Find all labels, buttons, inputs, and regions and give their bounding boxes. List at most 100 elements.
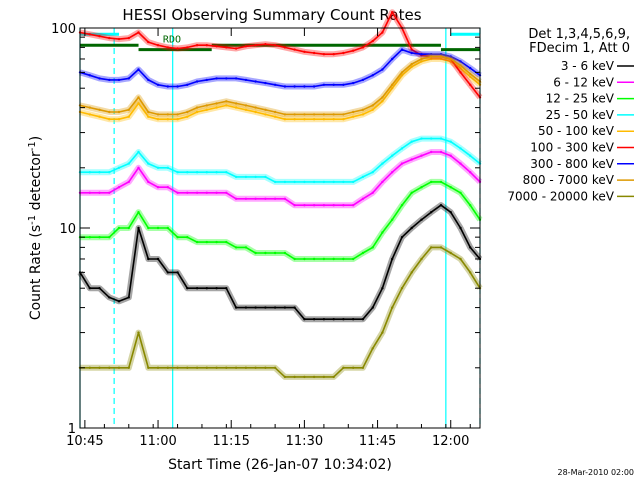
series-point	[98, 236, 101, 239]
series-point	[469, 154, 472, 157]
series-point	[303, 257, 306, 261]
series-point	[273, 197, 277, 200]
series-point	[381, 31, 384, 34]
series-point	[176, 113, 179, 116]
series-point	[449, 57, 452, 61]
series-point	[332, 83, 335, 87]
series-point	[117, 300, 121, 303]
series-point	[264, 113, 267, 116]
series-point	[361, 318, 365, 321]
series-point	[176, 47, 179, 50]
series-point	[108, 191, 111, 194]
series-point	[430, 180, 433, 184]
series-point	[225, 366, 228, 369]
y-label-part: Count Rate (s	[28, 225, 44, 320]
series-point	[195, 106, 199, 109]
series-point	[391, 306, 394, 309]
series-point	[381, 287, 384, 290]
series-point	[156, 118, 160, 121]
series-point	[254, 251, 257, 255]
series-point	[312, 118, 316, 121]
series-band	[79, 46, 482, 90]
series-point	[254, 175, 257, 179]
series-point	[234, 246, 238, 249]
series-point	[293, 306, 296, 309]
legend-entry: 800 - 7000 keV	[523, 173, 634, 187]
series-point	[352, 49, 355, 52]
series-point	[215, 102, 218, 105]
series-line	[80, 137, 481, 183]
series-point	[273, 110, 277, 114]
series-point	[176, 171, 179, 174]
series-point	[117, 37, 121, 41]
series-point	[352, 115, 355, 118]
series-point	[225, 287, 228, 290]
series-point	[137, 166, 140, 169]
series-point	[137, 96, 140, 99]
series-point	[264, 175, 267, 179]
series-point	[352, 366, 355, 369]
series-point	[176, 271, 179, 274]
series-point	[137, 211, 140, 214]
legend-entry: 300 - 800 keV	[530, 157, 634, 171]
series-point	[303, 180, 306, 184]
series-point	[117, 166, 121, 169]
series-point	[332, 180, 335, 184]
series-point	[283, 85, 287, 88]
series-point	[459, 64, 462, 67]
series-point	[225, 240, 228, 244]
series-point	[391, 154, 394, 157]
series-point	[400, 74, 404, 77]
series-point	[322, 318, 326, 321]
series-point	[117, 186, 121, 189]
series-point	[312, 375, 316, 379]
series-point	[215, 240, 218, 244]
series-point	[430, 53, 433, 56]
series-point	[244, 104, 248, 107]
series-band	[80, 135, 482, 185]
series-point	[410, 62, 413, 66]
series-point	[391, 87, 394, 90]
legend-header-line: FDecim 1, Att 0	[529, 41, 630, 56]
series-point	[195, 240, 199, 244]
series-point	[439, 55, 443, 58]
series-point	[166, 166, 169, 169]
legend-entry: 3 - 6 keV	[561, 59, 634, 73]
series-point	[117, 118, 121, 121]
series-point	[205, 171, 208, 174]
series-point	[264, 306, 267, 309]
series-point	[430, 211, 433, 214]
series-point	[332, 375, 335, 379]
series-point	[342, 366, 345, 369]
series-point	[381, 96, 384, 99]
series-point	[273, 366, 277, 369]
series-point	[195, 110, 199, 114]
series-point	[400, 162, 404, 165]
series-point	[283, 113, 287, 116]
series-line	[79, 11, 481, 98]
series-point	[254, 366, 257, 369]
series-point	[254, 44, 257, 47]
series-point	[244, 197, 248, 200]
series-point	[225, 77, 228, 80]
series-point	[342, 113, 345, 116]
series-point	[244, 108, 248, 112]
series-point	[186, 110, 189, 114]
series-point	[420, 60, 423, 63]
series-point	[186, 191, 189, 194]
series-point	[225, 171, 228, 174]
series-point	[147, 162, 150, 165]
series-point	[137, 331, 140, 334]
series-point	[352, 318, 355, 321]
series-point	[147, 78, 150, 82]
series-point	[108, 118, 111, 121]
series-point	[283, 118, 287, 121]
series-point	[400, 71, 404, 74]
series-point	[186, 83, 189, 87]
series-point	[449, 186, 452, 189]
legend-header-line: Det 1,3,4,5,6,9,	[528, 27, 630, 42]
series-line	[79, 58, 481, 120]
series-point	[205, 44, 208, 47]
series-point	[381, 231, 384, 234]
series-point	[117, 78, 121, 82]
